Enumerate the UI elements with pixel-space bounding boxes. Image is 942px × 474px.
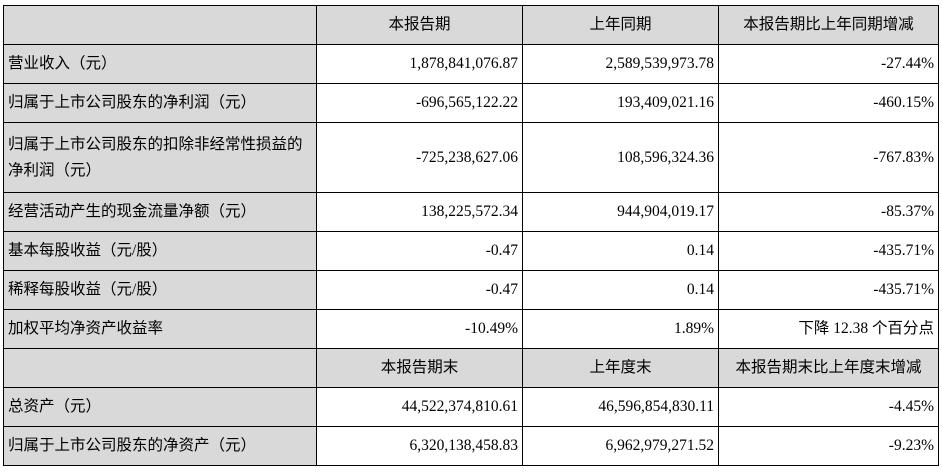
header-row: 本报告期末 上年度末 本报告期末比上年度末增减 — [3, 348, 939, 388]
table-row: 归属于上市公司股东的扣除非经常性损益的净利润（元） -725,238,627.06… — [3, 122, 939, 193]
cell-value: -27.44% — [718, 44, 939, 84]
cell-value: 138,225,572.34 — [316, 192, 523, 232]
row-label: 基本每股收益（元/股） — [3, 231, 317, 271]
cell-value: 944,904,019.17 — [522, 192, 719, 232]
column-header — [3, 5, 317, 45]
table-row: 经营活动产生的现金流量净额（元） 138,225,572.34 944,904,01… — [3, 192, 939, 232]
cell-value: 1,878,841,076.87 — [316, 44, 523, 84]
table-row: 稀释每股收益（元/股） -0.47 0.14 -435.71% — [3, 270, 939, 310]
column-header: 本报告期比上年同期增减 — [718, 5, 939, 45]
cell-value: 0.14 — [522, 231, 719, 271]
cell-value: 0.14 — [522, 270, 719, 310]
column-header: 本报告期末 — [316, 348, 523, 388]
row-label: 稀释每股收益（元/股） — [3, 270, 317, 310]
cell-value: 下降 12.38 个百分点 — [718, 309, 939, 349]
table-row: 归属于上市公司股东的净利润（元） -696,565,122.22 193,409,0… — [3, 83, 939, 123]
cell-value: 6,320,138,458.83 — [316, 426, 523, 466]
cell-value: -85.37% — [718, 192, 939, 232]
table-row: 归属于上市公司股东的净资产（元） 6,320,138,458.83 6,962,97… — [3, 426, 939, 466]
row-label: 归属于上市公司股东的扣除非经常性损益的净利润（元） — [3, 122, 317, 193]
table-row: 加权平均净资产收益率 -10.49% 1.89% 下降 12.38 个百分点 — [3, 309, 939, 349]
cell-value: -460.15% — [718, 83, 939, 123]
row-label: 营业收入（元） — [3, 44, 317, 84]
cell-value: -0.47 — [316, 270, 523, 310]
cell-value: -435.71% — [718, 231, 939, 271]
header-row: 本报告期 上年同期 本报告期比上年同期增减 — [3, 5, 939, 45]
row-label: 总资产（元） — [3, 387, 317, 427]
cell-value: -435.71% — [718, 270, 939, 310]
cell-value: 6,962,979,271.52 — [522, 426, 719, 466]
cell-value: -0.47 — [316, 231, 523, 271]
column-header: 本报告期末比上年度末增减 — [718, 348, 939, 388]
cell-value: 193,409,021.16 — [522, 83, 719, 123]
column-header: 上年度末 — [522, 348, 719, 388]
table-row: 基本每股收益（元/股） -0.47 0.14 -435.71% — [3, 231, 939, 271]
cell-value: -10.49% — [316, 309, 523, 349]
cell-value: 46,596,854,830.11 — [522, 387, 719, 427]
column-header: 上年同期 — [522, 5, 719, 45]
cell-value: -696,565,122.22 — [316, 83, 523, 123]
cell-value: 1.89% — [522, 309, 719, 349]
column-header: 本报告期 — [316, 5, 523, 45]
cell-value: -9.23% — [718, 426, 939, 466]
table-row: 总资产（元） 44,522,374,810.61 46,596,854,830.11… — [3, 387, 939, 427]
row-label: 加权平均净资产收益率 — [3, 309, 317, 349]
column-header — [3, 348, 317, 388]
cell-value: -4.45% — [718, 387, 939, 427]
cell-value: 2,589,539,973.78 — [522, 44, 719, 84]
cell-value: 108,596,324.36 — [522, 122, 719, 193]
row-label: 归属于上市公司股东的净资产（元） — [3, 426, 317, 466]
financial-summary-table: 本报告期 上年同期 本报告期比上年同期增减 营业收入（元） 1,878,841,076.… — [3, 5, 939, 466]
row-label: 归属于上市公司股东的净利润（元） — [3, 83, 317, 123]
table-row: 营业收入（元） 1,878,841,076.87 2,589,539,973.78-… — [3, 44, 939, 84]
cell-value: -767.83% — [718, 122, 939, 193]
row-label: 经营活动产生的现金流量净额（元） — [3, 192, 317, 232]
cell-value: -725,238,627.06 — [316, 122, 523, 193]
cell-value: 44,522,374,810.61 — [316, 387, 523, 427]
